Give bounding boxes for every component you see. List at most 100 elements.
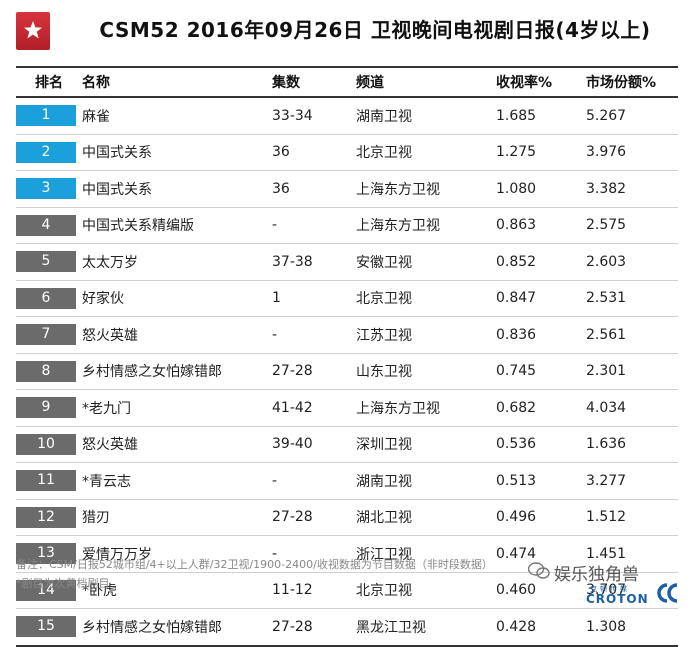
cell-channel: 湖南卫视 — [356, 462, 496, 499]
col-header-share: 市场份额% — [586, 68, 678, 98]
cell-episodes: - — [272, 535, 356, 572]
table-row: 5 太太万岁 37-38 安徽卫视 0.852 2.603 — [16, 243, 678, 280]
table-row: 15 乡村情感之女怕嫁错郎 27-28 黑龙江卫视 0.428 1.308 — [16, 608, 678, 647]
cell-channel: 深圳卫视 — [356, 425, 496, 463]
cell-rank: 14 — [16, 571, 82, 609]
cell-name: *青云志 — [82, 462, 272, 499]
rank-badge: 3 — [16, 178, 76, 200]
col-header-channel: 频道 — [356, 68, 496, 98]
cell-rating: 0.513 — [496, 462, 586, 499]
cell-channel: 湖南卫视 — [356, 108, 412, 125]
cell-name: 乡村情感之女怕嫁错郎 — [82, 608, 272, 647]
cell-rating: 0.496 — [496, 498, 586, 536]
cell-rank: 5 — [16, 243, 82, 280]
cell-rating: 0.474 — [496, 535, 586, 572]
cell-episodes: 27-28 — [272, 498, 356, 536]
rank-badge: 12 — [16, 506, 76, 528]
table-row: 8 乡村情感之女怕嫁错郎 27-28 山东卫视 0.745 2.301 — [16, 352, 678, 390]
cell-share: 2.301 — [586, 352, 678, 390]
cell-name: 乡村情感之女怕嫁错郎 — [82, 352, 272, 390]
cell-share: 3.707 — [586, 571, 678, 609]
cell-channel: 山东卫视 — [356, 352, 496, 390]
cell-episodes: - — [272, 462, 356, 499]
wechat-icon — [528, 562, 550, 579]
cell-channel: 北京卫视 — [356, 571, 496, 609]
table-row: 9 *老九门 41-42 上海东方卫视 0.682 4.034 — [16, 389, 678, 426]
cell-episodes: 27-28 — [272, 352, 356, 390]
table-row: 10 怒火英雄 39-40 深圳卫视 0.536 1.636 — [16, 425, 678, 463]
rank-badge: 11 — [16, 470, 76, 492]
cell-channel: 湖北卫视 — [356, 498, 496, 536]
cell-channel: 北京卫视 — [356, 133, 496, 171]
cell-share: 1.512 — [586, 498, 678, 536]
footer-note-source: 备注：CSM/日报52城市组/4+以上人群/32卫视/1900-2400/收视数… — [16, 558, 493, 571]
cell-rating: 1.685 — [496, 107, 537, 124]
cell-channel: 上海东方卫视 — [356, 389, 496, 426]
star-icon — [24, 21, 42, 39]
rank-badge: 6 — [16, 287, 76, 309]
cell-episodes: 41-42 — [272, 389, 356, 426]
rank-badge: 14 — [16, 579, 76, 601]
cell-channel: 江苏卫视 — [356, 316, 496, 353]
cell-episodes: - — [272, 206, 356, 244]
rank-badge: 8 — [16, 360, 76, 382]
report-header: CSM52 2016年09月26日 卫视晚间电视剧日报(4岁以上) — [0, 0, 690, 66]
rank-badge: 13 — [16, 543, 76, 565]
cell-rank: 15 — [16, 608, 82, 647]
cell-name: 爱情万万岁 — [82, 535, 272, 572]
cell-share: 2.603 — [586, 243, 678, 280]
cell-name: 太太万岁 — [82, 243, 272, 280]
table-row: 14 *卧虎 11-12 北京卫视 0.460 3.707 — [16, 571, 678, 609]
cell-rank: 8 — [16, 352, 82, 390]
cell-rating: 1.275 — [496, 133, 586, 171]
cell-share: 3.277 — [586, 462, 678, 499]
cell-rank: 6 — [16, 279, 82, 317]
table-row: 1 麻雀 33-34 湖南卫视 1.685 5.267 — [16, 97, 678, 134]
cell-share: 3.382 — [586, 170, 678, 207]
rank-badge: 9 — [16, 397, 76, 419]
cell-rank: 9 — [16, 389, 82, 426]
table-row: 7 怒火英雄 - 江苏卫视 0.836 2.561 — [16, 316, 678, 353]
cell-share: 3.976 — [586, 133, 678, 171]
cell-share: 1.451 — [586, 535, 678, 572]
cell-name: 怒火英雄 — [82, 425, 272, 463]
cell-name: 中国式关系 — [82, 170, 272, 207]
cell-rating: 0.852 — [496, 243, 586, 280]
rank-badge: 1 — [16, 105, 76, 127]
cell-name: *卧虎 — [82, 571, 272, 609]
cell-channel: 黑龙江卫视 — [356, 608, 496, 647]
cell-episodes: 33-34 — [272, 107, 313, 124]
cell-rating: 0.745 — [496, 352, 586, 390]
cell-name: 怒火英雄 — [82, 316, 272, 353]
cell-rank: 1 — [16, 97, 82, 134]
cell-name: 中国式关系 — [82, 133, 272, 171]
cell-share: 2.531 — [586, 279, 678, 317]
cell-episodes: 11-12 — [272, 571, 356, 609]
star-logo — [16, 12, 50, 50]
cell-channel: 浙江卫视 — [356, 535, 496, 572]
table-row: 3 中国式关系 36 上海东方卫视 1.080 3.382 — [16, 170, 678, 207]
croton-logo-icon — [657, 583, 678, 603]
table-row: 11 *青云志 - 湖南卫视 0.513 3.277 — [16, 462, 678, 499]
cell-share: 2.561 — [586, 316, 678, 353]
table-header-row: 排名 名称 集数 频道 收视率% 市场份额% — [16, 68, 678, 98]
cell-rank: 11 — [16, 462, 82, 499]
cell-episodes: 1 — [272, 279, 356, 317]
col-header-rating: 收视率% — [496, 68, 586, 98]
cell-rank: 7 — [16, 316, 82, 353]
table-row: 4 中国式关系精编版 - 上海东方卫视 0.863 2.575 — [16, 206, 678, 244]
brand-en: CROTON — [586, 592, 649, 606]
watermark: 娱乐独角兽 克顿传媒 CROTON — [528, 560, 688, 606]
rank-badge: 7 — [16, 324, 76, 346]
watermark-text: 娱乐独角兽 — [554, 565, 639, 585]
cell-channel: 北京卫视 — [356, 279, 496, 317]
cell-rating: 1.080 — [496, 170, 586, 207]
cell-rating: 0.836 — [496, 316, 586, 353]
cell-share: 2.575 — [586, 206, 678, 244]
cell-name: 好家伙 — [82, 279, 272, 317]
cell-share: 1.308 — [586, 608, 678, 647]
cell-episodes: 36 — [272, 170, 356, 207]
rank-badge: 2 — [16, 141, 76, 163]
cell-channel: 上海东方卫视 — [356, 170, 496, 207]
footer-notes: 备注：CSM/日报52城市组/4+以上人群/32卫视/1900-2400/收视数… — [16, 555, 493, 593]
